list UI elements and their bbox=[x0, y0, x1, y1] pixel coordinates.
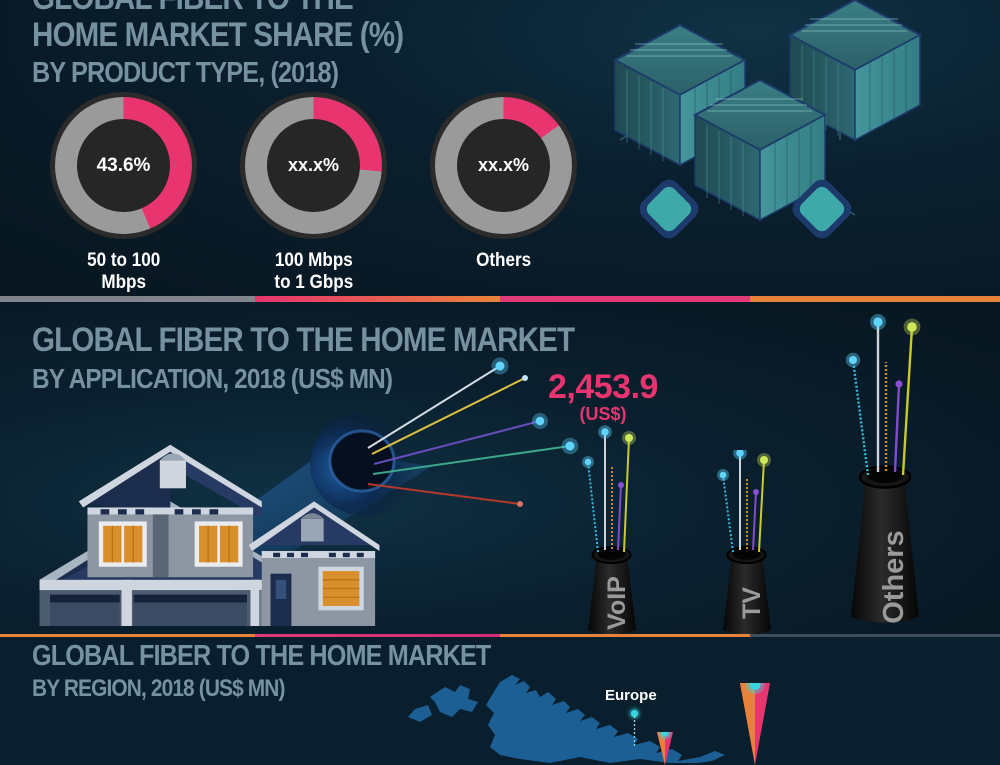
svg-text:TV: TV bbox=[738, 587, 766, 619]
svg-text:VoIP: VoIP bbox=[603, 576, 631, 630]
svg-text:Others: Others bbox=[878, 530, 910, 623]
